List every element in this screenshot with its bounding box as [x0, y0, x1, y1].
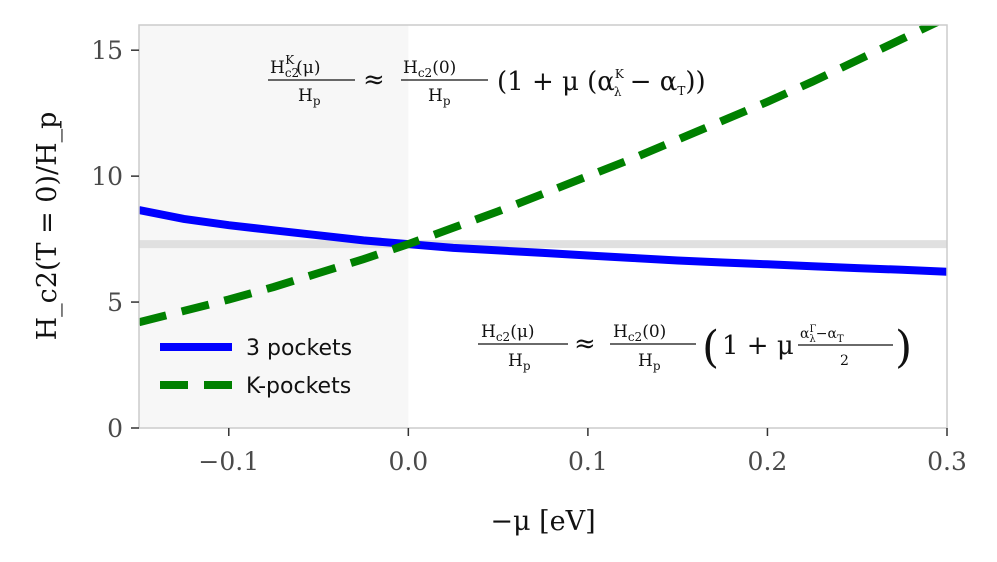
svg-text:≈: ≈ — [363, 65, 385, 95]
legend-label-3-pockets: 3 pockets — [246, 336, 352, 361]
svg-text:Hc2(0): Hc2(0) — [613, 322, 666, 344]
ticks-layer: −0.1 0.0 0.1 0.2 0.3 0 5 10 15 — [91, 36, 967, 476]
formula-bottom: Hc2(μ) Hp ≈ Hc2(0) Hp ( 1 + μ αΓ λ−αT 2 ) — [478, 322, 912, 373]
series-line-k-pockets — [139, 25, 941, 327]
svg-text:Hp: Hp — [638, 351, 661, 373]
plot-frame — [138, 24, 948, 429]
svg-text:Hp: Hp — [298, 86, 321, 108]
svg-text:Hc2K(μ): Hc2K (μ) — [270, 53, 320, 80]
y-tick-label: 0 — [107, 414, 123, 443]
series-layer — [139, 25, 947, 327]
legend: 3 pockets K-pockets — [160, 336, 352, 399]
svg-text:(1 + μ (αKλ − αT)): (1 + μ (αK λ − αT)) — [497, 67, 706, 99]
y-tick-label: 10 — [91, 162, 123, 191]
x-tick-label: 0.1 — [568, 447, 608, 476]
svg-text:Hc2(μ): Hc2(μ) — [481, 322, 535, 344]
svg-text:2: 2 — [840, 353, 849, 369]
formula-top: Hc2K (μ) Hp ≈ Hc2(0) Hp (1 + μ (αK λ − αT)… — [268, 53, 706, 108]
x-tick-label: 0.2 — [748, 447, 788, 476]
legend-label-k-pockets: K-pockets — [246, 374, 351, 399]
x-tick-label: 0.3 — [927, 447, 967, 476]
svg-text:αΓλ−αT: αΓ λ−αT — [800, 324, 844, 345]
svg-text:Hp: Hp — [508, 351, 531, 373]
x-axis-label: −μ [eV] — [490, 506, 595, 537]
series-line-3-pockets — [139, 206, 947, 276]
y-tick-label: 5 — [107, 288, 123, 317]
x-tick-label: 0.0 — [388, 447, 428, 476]
svg-text:): ) — [895, 322, 912, 373]
svg-text:(: ( — [702, 322, 719, 373]
svg-text:≈: ≈ — [574, 329, 596, 359]
x-tick-label: −0.1 — [198, 447, 259, 476]
y-tick-label: 15 — [91, 36, 123, 65]
svg-text:Hp: Hp — [428, 86, 451, 108]
y-axis-label: H_c2(T = 0)/H_p — [32, 112, 63, 341]
svg-text:1 + μ: 1 + μ — [722, 331, 794, 361]
svg-text:Hc2(0): Hc2(0) — [403, 58, 456, 80]
